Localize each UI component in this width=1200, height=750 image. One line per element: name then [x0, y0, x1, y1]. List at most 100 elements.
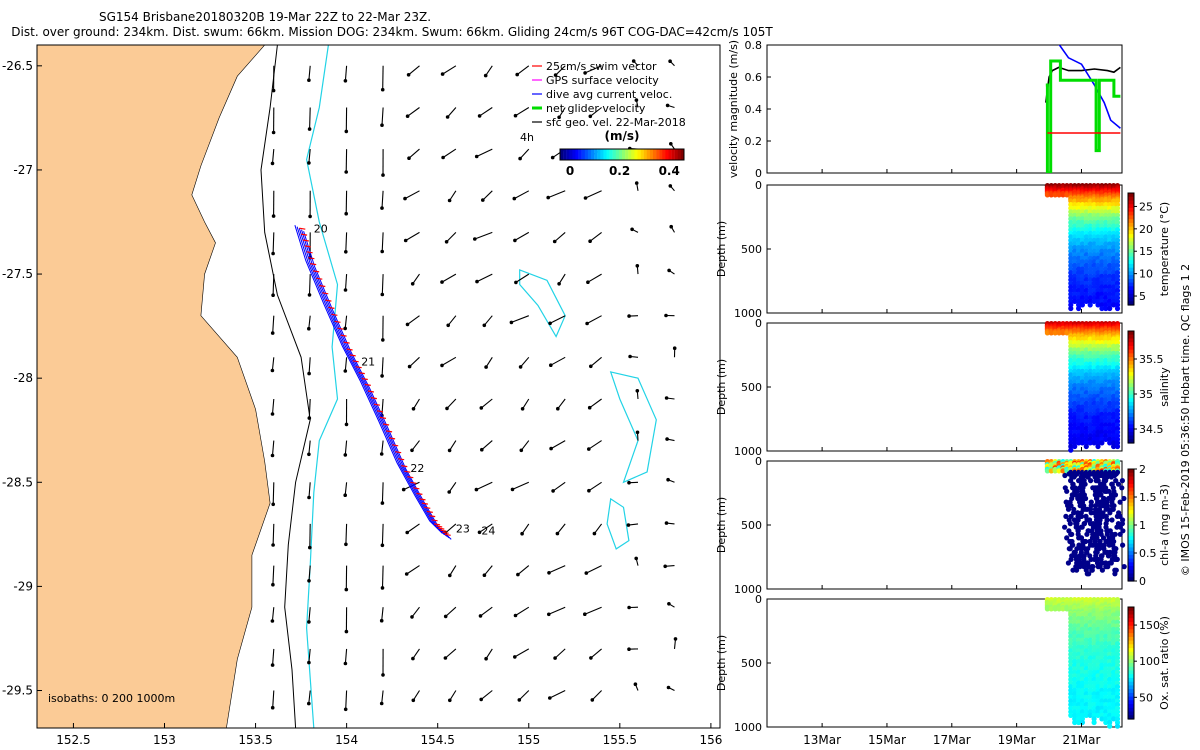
velocity-arrow: [584, 65, 602, 74]
section-point: [1099, 288, 1105, 294]
swim-vector: [334, 320, 341, 323]
section-point: [1103, 227, 1109, 233]
section-point: [1068, 259, 1074, 265]
x-tick-label: 153.5: [238, 733, 272, 747]
section-point: [1107, 361, 1113, 367]
velocity-arrow: [514, 231, 530, 241]
section-point: [1068, 447, 1074, 453]
section-point: [1087, 702, 1093, 708]
section-point: [1083, 426, 1089, 432]
section-colorbar-segment: [1128, 249, 1134, 254]
section-point: [1076, 295, 1082, 301]
section-point: [1083, 372, 1089, 378]
section-point: [1079, 219, 1085, 226]
section-y-tick-label: 1000: [734, 721, 762, 734]
section-point: [1091, 383, 1097, 389]
section-point: [1107, 284, 1113, 290]
section-point: [1099, 404, 1105, 410]
section-point: [1068, 619, 1074, 625]
velocity-arrow-head: [447, 448, 452, 453]
section-point: [1079, 676, 1085, 683]
section-point: [1107, 379, 1113, 385]
section-point: [1111, 393, 1117, 399]
section-point: [1068, 655, 1074, 661]
section-point: [1079, 553, 1085, 559]
section-colorbar-tick-label: 2: [1139, 463, 1146, 476]
section-colorbar-segment: [1128, 536, 1134, 541]
section-point: [1091, 651, 1097, 658]
velocity-arrow-head: [411, 698, 416, 703]
section-colorbar-segment: [1128, 659, 1134, 664]
section-point: [1068, 295, 1074, 301]
section-colorbar-segment: [1128, 290, 1134, 295]
velocity-arrow-head: [411, 407, 416, 411]
swim-vector: [413, 487, 420, 490]
velocity-arrow: [512, 481, 530, 490]
section-frame: [766, 322, 1123, 452]
velocity-arrow-head: [551, 489, 555, 493]
section-point: [1072, 633, 1078, 640]
section-point: [1114, 404, 1121, 410]
section-point: [1072, 298, 1078, 304]
section-point: [1103, 418, 1109, 424]
velocity-arrow-head: [441, 155, 445, 160]
section-point: [1114, 357, 1121, 364]
section-point: [1068, 680, 1074, 686]
section-colorbar-frame: [1127, 606, 1135, 720]
colorbar-segment: [625, 149, 629, 160]
velocity-arrow-head: [557, 115, 561, 120]
section-point: [1107, 205, 1113, 211]
section-point: [1095, 227, 1101, 233]
velocity-arrow-head: [586, 280, 590, 285]
section-point: [1099, 219, 1105, 226]
section-colorbar-segment: [1128, 409, 1134, 414]
section-point: [1114, 680, 1121, 686]
section-point: [1111, 612, 1117, 618]
section-point: [1083, 698, 1089, 704]
velocity-arrow-head: [482, 573, 487, 577]
section-point: [1099, 295, 1105, 301]
section-point: [1079, 651, 1085, 658]
velocity-arrow-head: [663, 564, 667, 569]
section-point: [1095, 357, 1101, 364]
section-point: [1083, 365, 1089, 371]
section-point: [1103, 357, 1109, 364]
section-point: [1078, 524, 1084, 530]
section-point: [1103, 633, 1109, 640]
speed-colorbar: 0 0.2 0.4: [559, 148, 685, 178]
section-colorbar-segment: [1128, 439, 1134, 444]
velocity-arrow-head: [271, 88, 276, 93]
section-colorbar-segment: [1128, 345, 1134, 351]
section-point: [1107, 227, 1113, 233]
section-colorbar-segment: [1128, 196, 1134, 201]
swim-vector: [358, 372, 365, 375]
velocity-arrow-head: [445, 406, 449, 411]
section-point: [1068, 357, 1074, 364]
section-colorbar-segment: [1128, 349, 1134, 354]
section-point: [1068, 248, 1074, 254]
section-point: [1091, 354, 1097, 360]
section-point: [1068, 418, 1074, 424]
section-colorbar-segment: [1128, 715, 1134, 720]
section-point: [1072, 676, 1078, 683]
velocity-arrow-head: [549, 446, 553, 451]
velocity-arrow: [476, 481, 493, 491]
section-y-tick-label: 1000: [734, 445, 762, 458]
section-point: [1076, 234, 1082, 240]
section-point: [1095, 404, 1101, 410]
velocity-arrow-head: [512, 196, 517, 201]
section-colorbar-tick-label: 5: [1139, 290, 1146, 303]
velocity-arrow-head: [627, 480, 631, 485]
section-point: [1114, 415, 1121, 421]
section-point: [1072, 280, 1078, 286]
section-point: [1083, 393, 1089, 399]
section-point: [1095, 400, 1101, 407]
velocity-arrow: [446, 232, 457, 243]
section-point: [1103, 248, 1109, 254]
section-point: [1076, 270, 1082, 276]
section-point: [1114, 429, 1121, 435]
section-point: [1072, 343, 1078, 349]
section-point: [1107, 691, 1113, 697]
velocity-arrow: [586, 565, 602, 574]
section-point: [1074, 560, 1080, 566]
